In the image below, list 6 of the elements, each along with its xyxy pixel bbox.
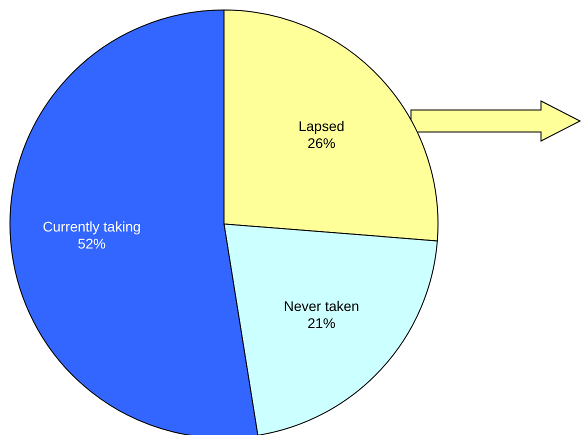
slice-label: Never taken [284,298,360,314]
slice-label: Lapsed [298,118,344,134]
slice-label: Currently taking [42,218,141,235]
data-label: 21% [307,315,336,332]
data-label: 26% [307,134,336,151]
data-label: 52% [78,236,106,252]
